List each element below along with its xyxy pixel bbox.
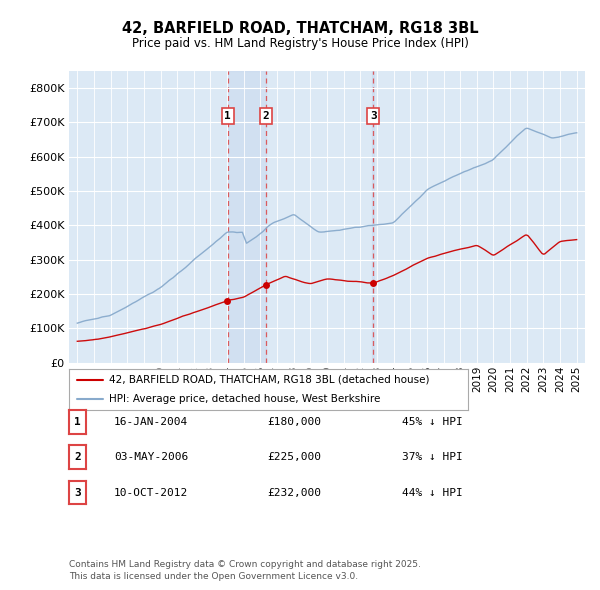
Text: £232,000: £232,000 [267, 488, 321, 497]
Bar [228, 71, 266, 363]
Text: 45% ↓ HPI: 45% ↓ HPI [402, 417, 463, 427]
Text: HPI: Average price, detached house, West Berkshire: HPI: Average price, detached house, West… [109, 394, 380, 404]
Text: Price paid vs. HM Land Registry's House Price Index (HPI): Price paid vs. HM Land Registry's House … [131, 37, 469, 50]
Text: £180,000: £180,000 [267, 417, 321, 427]
Text: 42, BARFIELD ROAD, THATCHAM, RG18 3BL: 42, BARFIELD ROAD, THATCHAM, RG18 3BL [122, 21, 478, 35]
Text: 1: 1 [74, 417, 81, 427]
Text: 2: 2 [74, 453, 81, 462]
Text: Contains HM Land Registry data © Crown copyright and database right 2025.
This d: Contains HM Land Registry data © Crown c… [69, 560, 421, 581]
Text: 44% ↓ HPI: 44% ↓ HPI [402, 488, 463, 497]
Text: 03-MAY-2006: 03-MAY-2006 [114, 453, 188, 462]
Text: 10-OCT-2012: 10-OCT-2012 [114, 488, 188, 497]
Text: 1: 1 [224, 111, 231, 121]
Text: 16-JAN-2004: 16-JAN-2004 [114, 417, 188, 427]
Text: 2: 2 [263, 111, 269, 121]
Text: 3: 3 [370, 111, 377, 121]
Text: 42, BARFIELD ROAD, THATCHAM, RG18 3BL (detached house): 42, BARFIELD ROAD, THATCHAM, RG18 3BL (d… [109, 375, 430, 385]
Text: 3: 3 [74, 488, 81, 497]
Bar [373, 71, 374, 363]
Text: £225,000: £225,000 [267, 453, 321, 462]
Text: 37% ↓ HPI: 37% ↓ HPI [402, 453, 463, 462]
